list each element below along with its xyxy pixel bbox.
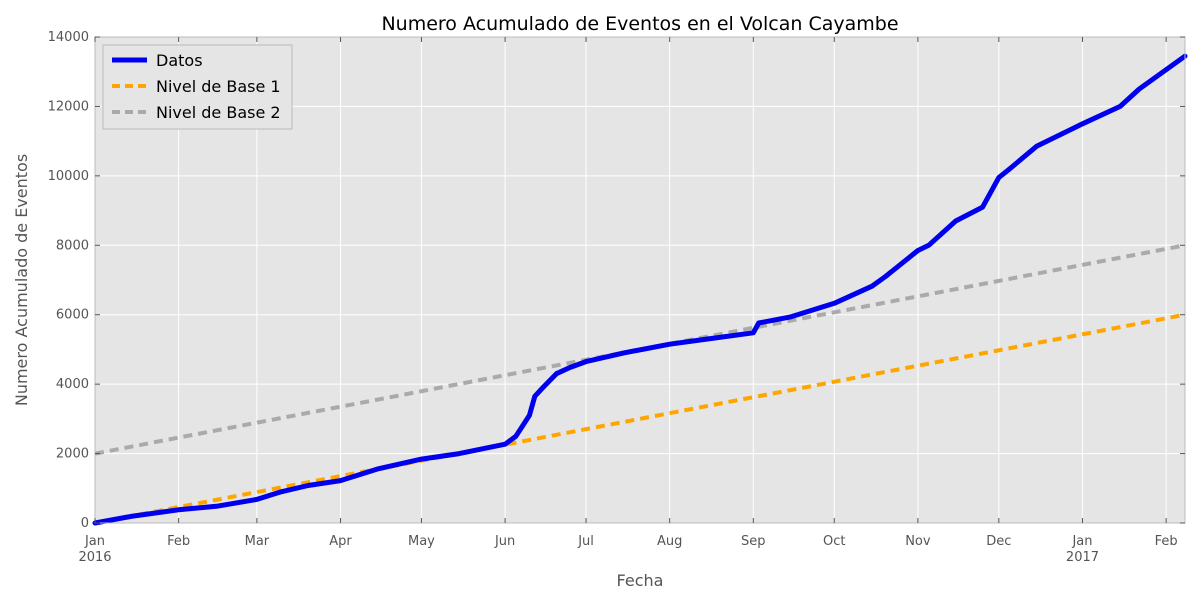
legend: Datos Nivel de Base 1 Nivel de Base 2 <box>102 44 293 130</box>
y-tick-label: 0 <box>81 516 89 531</box>
x-axis-label: Fecha <box>617 571 664 590</box>
y-axis-label: Numero Acumulado de Eventos <box>12 154 31 406</box>
x-tick-label: Jun <box>494 534 515 549</box>
x-tick-label: May <box>408 534 435 549</box>
y-tick-label: 2000 <box>56 447 89 462</box>
x-tick-label: Jul <box>577 534 594 549</box>
x-tick-label: Jan <box>84 534 105 549</box>
x-tick-label: Oct <box>823 534 845 549</box>
y-tick-label: 4000 <box>56 377 89 392</box>
plot-frame <box>94 36 1186 524</box>
series-line-1 <box>94 312 1186 525</box>
x-tick-label: Nov <box>905 534 931 549</box>
x-tick-label: Feb <box>167 534 190 549</box>
y-tick-label: 6000 <box>56 308 89 323</box>
chart-title: Numero Acumulado de Eventos en el Volcan… <box>381 13 898 35</box>
y-tick-label: 14000 <box>48 30 89 45</box>
x-tick-label: Feb <box>1155 534 1178 549</box>
y-tick-label: 10000 <box>48 169 89 184</box>
series-line-0 <box>92 53 1188 526</box>
x-tick-label: Apr <box>329 534 352 549</box>
series-line-2 <box>94 243 1186 456</box>
tick-labels: 02000400060008000100001200014000Jan2016F… <box>48 30 1185 565</box>
y-tick-label: 8000 <box>56 238 89 253</box>
y-tick-label: 12000 <box>48 99 89 114</box>
series-layer <box>92 53 1188 526</box>
x-tick-sublabel: 2016 <box>78 550 111 565</box>
x-tick-label: Mar <box>245 534 270 549</box>
x-tick-sublabel: 2017 <box>1066 550 1099 565</box>
legend-label-0: Datos <box>156 51 203 70</box>
x-tick-label: Sep <box>741 534 766 549</box>
x-tick-label: Dec <box>986 534 1011 549</box>
x-tick-label: Jan <box>1071 534 1092 549</box>
x-tick-label: Aug <box>657 534 682 549</box>
legend-label-2: Nivel de Base 2 <box>156 103 281 122</box>
legend-label-1: Nivel de Base 1 <box>156 77 281 96</box>
